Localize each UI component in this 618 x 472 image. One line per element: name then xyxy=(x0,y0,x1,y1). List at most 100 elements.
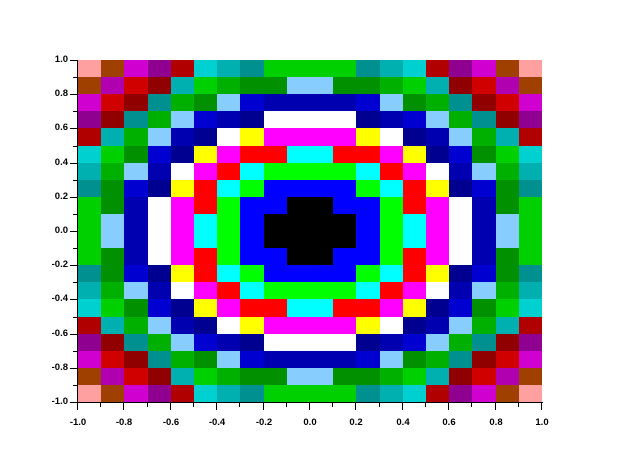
x-tick-major xyxy=(448,403,449,410)
heatmap-cell xyxy=(263,145,287,163)
heatmap-cell xyxy=(78,162,102,180)
heatmap-cell xyxy=(449,128,473,146)
heatmap-cell xyxy=(426,367,450,385)
heatmap-cell xyxy=(170,94,194,112)
heatmap-cell xyxy=(379,265,403,283)
heatmap-cell xyxy=(402,282,426,300)
heatmap-cell xyxy=(194,333,218,351)
heatmap-cell xyxy=(495,60,519,78)
heatmap-cell xyxy=(101,94,125,112)
heatmap-cell xyxy=(356,213,380,231)
heatmap-cell xyxy=(217,162,241,180)
heatmap-cell xyxy=(263,367,287,385)
x-axis-line xyxy=(77,402,543,403)
heatmap-cell xyxy=(240,128,264,146)
heatmap-cell xyxy=(217,333,241,351)
heatmap-cell xyxy=(402,384,426,402)
heatmap-cell xyxy=(263,333,287,351)
heatmap-cell xyxy=(379,162,403,180)
heatmap-cell xyxy=(518,367,542,385)
y-tick-minor xyxy=(73,317,77,318)
heatmap-cell xyxy=(78,231,102,249)
heatmap-cell xyxy=(170,299,194,317)
heatmap-cell xyxy=(240,77,264,95)
heatmap-cell xyxy=(472,367,496,385)
heatmap-cell xyxy=(449,265,473,283)
heatmap-cell xyxy=(78,179,102,197)
heatmap-cell xyxy=(240,265,264,283)
heatmap-cell xyxy=(379,384,403,402)
heatmap-cell xyxy=(426,265,450,283)
heatmap-cell xyxy=(240,213,264,231)
heatmap-cell xyxy=(449,94,473,112)
heatmap-cell xyxy=(263,384,287,402)
x-tick-label: 0.6 xyxy=(442,417,456,428)
heatmap-cell xyxy=(449,111,473,129)
heatmap-cell xyxy=(472,333,496,351)
heatmap-cell xyxy=(356,316,380,334)
y-axis-line xyxy=(77,60,78,403)
heatmap-cell xyxy=(124,213,148,231)
heatmap-cell xyxy=(333,248,357,266)
heatmap-cell xyxy=(147,316,171,334)
heatmap-cell xyxy=(333,162,357,180)
heatmap-cell xyxy=(240,94,264,112)
heatmap-cell xyxy=(217,145,241,163)
heatmap-cell xyxy=(263,316,287,334)
heatmap-cell xyxy=(472,77,496,95)
heatmap-cell xyxy=(286,213,310,231)
heatmap-cell xyxy=(240,196,264,214)
heatmap-cell xyxy=(286,265,310,283)
heatmap-cell xyxy=(356,60,380,78)
y-tick-minor xyxy=(73,180,77,181)
heatmap-cell xyxy=(124,162,148,180)
heatmap-cell xyxy=(356,333,380,351)
heatmap-cell xyxy=(310,94,334,112)
heatmap-cell xyxy=(147,77,171,95)
heatmap-cell xyxy=(426,196,450,214)
heatmap-cell xyxy=(217,179,241,197)
heatmap-cell xyxy=(472,299,496,317)
heatmap-cell xyxy=(101,231,125,249)
heatmap-cell xyxy=(78,77,102,95)
heatmap-cell xyxy=(78,299,102,317)
heatmap-cell xyxy=(286,111,310,129)
heatmap-cell xyxy=(101,316,125,334)
heatmap-cell xyxy=(472,94,496,112)
x-tick-major xyxy=(77,403,78,410)
heatmap-cell xyxy=(333,231,357,249)
heatmap-cell xyxy=(124,367,148,385)
heatmap-cell xyxy=(426,128,450,146)
y-tick-label: -0.8 xyxy=(51,362,68,373)
heatmap-cell xyxy=(101,384,125,402)
heatmap-cell xyxy=(310,350,334,368)
heatmap-cell xyxy=(263,77,287,95)
y-tick-minor xyxy=(73,77,77,78)
heatmap-cell xyxy=(356,248,380,266)
heatmap-cell xyxy=(147,111,171,129)
heatmap-cell xyxy=(78,265,102,283)
heatmap-cell xyxy=(449,179,473,197)
heatmap-cell xyxy=(286,179,310,197)
heatmap-cell xyxy=(518,128,542,146)
heatmap-cell xyxy=(356,145,380,163)
x-tick-label: 0.4 xyxy=(396,417,410,428)
heatmap-cell xyxy=(518,282,542,300)
heatmap-cell xyxy=(101,77,125,95)
y-tick-major xyxy=(70,60,77,61)
heatmap-cell xyxy=(426,179,450,197)
heatmap-cell xyxy=(170,248,194,266)
heatmap-cell xyxy=(495,248,519,266)
heatmap-cell xyxy=(124,316,148,334)
y-tick-minor xyxy=(73,146,77,147)
heatmap-cell xyxy=(217,282,241,300)
heatmap-cell xyxy=(263,60,287,78)
heatmap-cell xyxy=(147,179,171,197)
x-tick-label: -0.4 xyxy=(208,417,226,428)
heatmap-cell xyxy=(170,77,194,95)
heatmap-cell xyxy=(472,282,496,300)
heatmap-cell xyxy=(101,111,125,129)
x-tick-label: 0.8 xyxy=(489,417,503,428)
heatmap-cell xyxy=(379,77,403,95)
heatmap-cell xyxy=(356,162,380,180)
